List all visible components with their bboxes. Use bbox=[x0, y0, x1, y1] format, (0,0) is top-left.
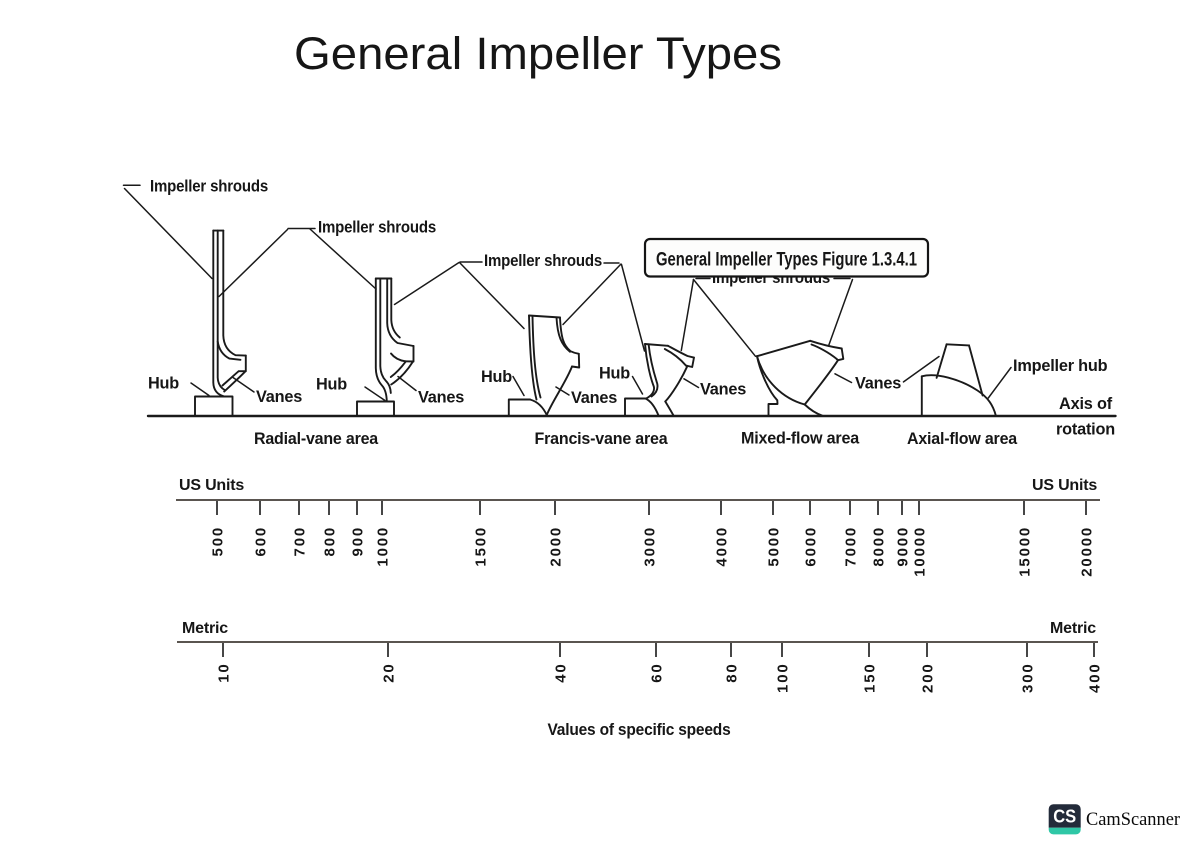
svg-text:400: 400 bbox=[1087, 663, 1104, 693]
svg-text:8000: 8000 bbox=[871, 526, 888, 567]
svg-text:9000: 9000 bbox=[895, 526, 912, 567]
svg-text:7000: 7000 bbox=[843, 526, 860, 567]
svg-text:Vanes: Vanes bbox=[700, 381, 746, 399]
svg-text:20: 20 bbox=[381, 663, 398, 683]
svg-text:300: 300 bbox=[1020, 663, 1037, 693]
svg-text:US Units: US Units bbox=[179, 477, 244, 494]
svg-text:Axis of: Axis of bbox=[1059, 395, 1113, 413]
svg-text:Hub: Hub bbox=[481, 368, 512, 386]
svg-text:20000: 20000 bbox=[1079, 526, 1096, 577]
svg-text:1000: 1000 bbox=[375, 526, 392, 567]
svg-text:15000: 15000 bbox=[1017, 526, 1034, 577]
svg-text:Impeller shrouds: Impeller shrouds bbox=[484, 252, 602, 270]
svg-text:Metric: Metric bbox=[182, 620, 228, 637]
svg-text:700: 700 bbox=[292, 526, 309, 556]
svg-text:60: 60 bbox=[649, 663, 666, 683]
svg-text:2000: 2000 bbox=[548, 526, 565, 567]
svg-text:rotation: rotation bbox=[1056, 421, 1115, 439]
svg-text:Hub: Hub bbox=[599, 365, 630, 383]
svg-text:900: 900 bbox=[350, 526, 367, 556]
svg-text:Vanes: Vanes bbox=[571, 389, 617, 407]
svg-text:6000: 6000 bbox=[803, 526, 820, 567]
svg-text:5000: 5000 bbox=[766, 526, 783, 567]
svg-text:3000: 3000 bbox=[642, 526, 659, 567]
svg-text:4000: 4000 bbox=[714, 526, 731, 567]
svg-text:10: 10 bbox=[216, 663, 233, 683]
svg-text:1500: 1500 bbox=[473, 526, 490, 567]
svg-text:Hub: Hub bbox=[148, 375, 179, 393]
svg-text:Vanes: Vanes bbox=[855, 375, 901, 393]
svg-text:Radial-vane area: Radial-vane area bbox=[254, 429, 379, 448]
svg-text:Vanes: Vanes bbox=[256, 388, 302, 406]
svg-text:General Impeller Types: General Impeller Types bbox=[294, 28, 782, 79]
svg-text:200: 200 bbox=[920, 663, 937, 693]
svg-text:500: 500 bbox=[210, 526, 227, 556]
svg-text:Mixed-flow area: Mixed-flow area bbox=[741, 429, 860, 448]
svg-text:Impeller shrouds: Impeller shrouds bbox=[318, 219, 436, 237]
svg-text:150: 150 bbox=[862, 663, 879, 693]
svg-text:80: 80 bbox=[724, 663, 741, 683]
svg-text:CamScanner: CamScanner bbox=[1086, 809, 1181, 830]
svg-text:10000: 10000 bbox=[912, 526, 929, 577]
svg-text:40: 40 bbox=[553, 663, 570, 683]
svg-text:Impeller shrouds: Impeller shrouds bbox=[150, 178, 268, 196]
svg-text:US Units: US Units bbox=[1032, 477, 1097, 494]
svg-text:General Impeller Types Figure: General Impeller Types Figure 1.3.4.1 bbox=[656, 249, 917, 271]
svg-text:CS: CS bbox=[1053, 807, 1076, 827]
svg-text:600: 600 bbox=[253, 526, 270, 556]
svg-text:100: 100 bbox=[775, 663, 792, 693]
svg-text:Vanes: Vanes bbox=[418, 389, 464, 407]
svg-text:800: 800 bbox=[322, 526, 339, 556]
svg-text:Hub: Hub bbox=[316, 376, 347, 394]
svg-text:Francis-vane area: Francis-vane area bbox=[535, 429, 669, 448]
svg-text:Values of specific speeds: Values of specific speeds bbox=[548, 721, 731, 739]
svg-text:Axial-flow area: Axial-flow area bbox=[907, 429, 1018, 448]
svg-text:Impeller hub: Impeller hub bbox=[1013, 357, 1108, 375]
svg-text:Metric: Metric bbox=[1050, 620, 1096, 637]
